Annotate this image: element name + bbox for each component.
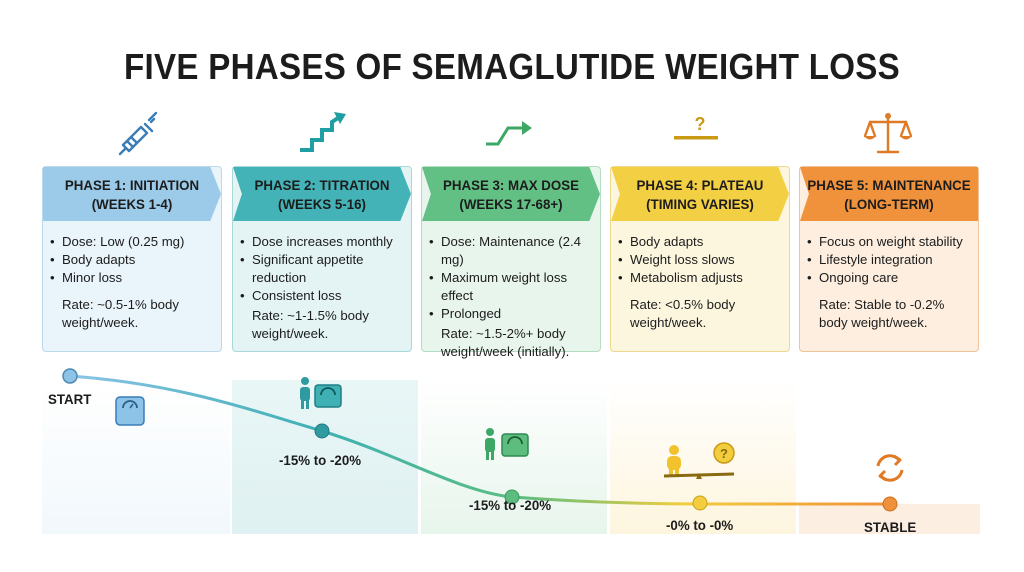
list-item: Body adapts (618, 233, 785, 251)
phase-3-band (421, 380, 607, 534)
person-scale-icon (300, 377, 342, 409)
list-item: Maximum weight loss effect (429, 269, 596, 305)
list-item: Metabolism adjusts (618, 269, 785, 287)
scale-icon (115, 396, 145, 426)
person-scale-icon (485, 428, 529, 460)
phase-2-change-label: -15% to -20% (279, 452, 362, 468)
stable-point (882, 496, 898, 512)
plateau-balance-icon: ? (663, 442, 735, 479)
rate-line: Rate: ~1-1.5% body (252, 308, 369, 323)
weight-loss-curve: ? (62, 368, 904, 512)
phase-3-point (504, 489, 520, 505)
phase-3-title: PHASE 3: MAX DOSE (443, 177, 579, 193)
list-item: Body adapts (50, 251, 217, 269)
stairs-arrow-icon (300, 112, 346, 152)
phase-1-bullets: Dose: Low (0.25 mg) Body adapts Minor lo… (50, 233, 217, 287)
phase-4-change-label: -0% to -0% (666, 517, 734, 533)
phase-5-bullets: Focus on weight stability Lifestyle inte… (807, 233, 974, 287)
phase-2-weeks: (WEEKS 5-16) (278, 196, 366, 212)
phase-1-title: PHASE 1: INITIATION (64, 177, 200, 193)
rate-line: body weight/week. (819, 315, 928, 330)
list-item: Weight loss slows (618, 251, 785, 269)
step-arrow-icon (486, 121, 532, 146)
list-item: Minor loss (50, 269, 217, 287)
phase-2-bullets: Dose increases monthly Significant appet… (240, 233, 407, 305)
phase-3-bullets: Dose: Maintenance (2.4 mg) Maximum weigh… (429, 233, 596, 323)
plateau-question-icon: ? (674, 114, 718, 140)
rate-line: weight/week (initially). (441, 344, 570, 359)
phase-2-card: PHASE 2: TITRATION (WEEKS 5-16) Dose inc… (232, 166, 412, 352)
phase-3-change-label: -15% to -20% (469, 497, 552, 513)
phase-3-weeks: (WEEKS 17-68+) (459, 196, 563, 212)
rate-line: weight/week. (62, 315, 139, 330)
cycle-icon (876, 454, 904, 482)
phase-5-rate: Rate: Stable to -0.2% body weight/week. (807, 296, 974, 332)
phase-5-header: PHASE 5: MAINTENANCE (LONG-TERM) (800, 167, 978, 221)
list-item: Ongoing care (807, 269, 974, 287)
list-item: Prolonged (429, 305, 596, 323)
page-title: FIVE PHASES OF SEMAGLUTIDE WEIGHT LOSS (124, 46, 900, 87)
list-item: Consistent loss (240, 287, 407, 305)
phase-1-header: PHASE 1: INITIATION (WEEKS 1-4) (43, 167, 221, 221)
list-item: Dose: Low (0.25 mg) (50, 233, 217, 251)
start-label: START (48, 391, 92, 407)
phase-5-title: PHASE 5: MAINTENANCE (807, 177, 971, 193)
phase-3-rate: Rate: ~1.5-2%+ body weight/week (initial… (429, 325, 596, 361)
phase-4-title: PHASE 4: PLATEAU (636, 177, 764, 193)
balance-scale-icon (864, 113, 912, 154)
phase-3-header: PHASE 3: MAX DOSE (WEEKS 17-68+) (422, 167, 600, 221)
phase-4-point (692, 495, 708, 511)
phase-2-rate: Rate: ~1-1.5% body weight/week. (240, 307, 407, 343)
phase-4-card: PHASE 4: PLATEAU (TIMING VARIES) Body ad… (610, 166, 790, 352)
phase-2-point (314, 423, 330, 439)
list-item: Focus on weight stability (807, 233, 974, 251)
start-point (62, 368, 78, 384)
list-item: Lifestyle integration (807, 251, 974, 269)
phase-1-card: PHASE 1: INITIATION (WEEKS 1-4) Dose: Lo… (42, 166, 222, 352)
phase-4-rate: Rate: <0.5% body weight/week. (618, 296, 785, 332)
rate-line: weight/week. (630, 315, 707, 330)
rate-line: Rate: Stable to -0.2% (819, 297, 945, 312)
curve-line (69, 374, 890, 506)
phase-2-header: PHASE 2: TITRATION (WEEKS 5-16) (233, 167, 411, 221)
phase-5-weeks: (LONG-TERM) (844, 196, 934, 212)
phase-4-bullets: Body adapts Weight loss slows Metabolism… (618, 233, 785, 287)
list-item: Dose: Maintenance (2.4 mg) (429, 233, 596, 269)
list-item: Dose increases monthly (240, 233, 407, 251)
phase-4-weeks: (TIMING VARIES) (646, 196, 754, 212)
phase-4-header: PHASE 4: PLATEAU (TIMING VARIES) (611, 167, 789, 221)
phase-2-title: PHASE 2: TITRATION (254, 177, 390, 193)
list-item: Significant appetite reduction (240, 251, 407, 287)
stable-label: STABLE (864, 519, 917, 535)
phase-1-weeks: (WEEKS 1-4) (91, 196, 173, 212)
syringe-icon (118, 111, 158, 156)
rate-line: Rate: <0.5% body (630, 297, 736, 312)
phase-5-card: PHASE 5: MAINTENANCE (LONG-TERM) Focus o… (799, 166, 979, 352)
svg-text:?: ? (720, 446, 728, 461)
svg-text:?: ? (695, 114, 706, 134)
phase-1-rate: Rate: ~0.5-1% body weight/week. (50, 296, 217, 332)
phase-3-card: PHASE 3: MAX DOSE (WEEKS 17-68+) Dose: M… (421, 166, 601, 359)
rate-line: Rate: ~0.5-1% body (62, 297, 179, 312)
rate-line: Rate: ~1.5-2%+ body (441, 326, 566, 341)
rate-line: weight/week. (252, 326, 329, 341)
